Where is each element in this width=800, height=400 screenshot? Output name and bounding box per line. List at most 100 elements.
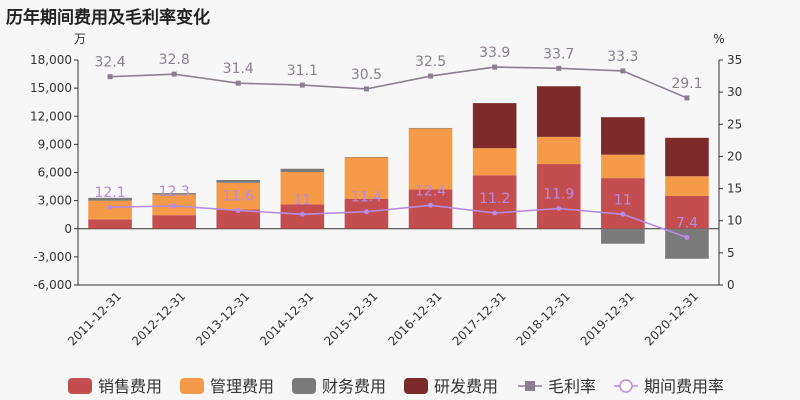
gross-margin-point: [492, 64, 498, 70]
gross-margin-label: 32.8: [159, 52, 190, 68]
gross-margin-point: [620, 68, 626, 74]
x-tick-label: 2013-12-31: [193, 289, 252, 348]
x-tick-label: 2019-12-31: [578, 289, 637, 348]
x-tick-label: 2012-12-31: [129, 289, 188, 348]
axes: 18,000 15,000 12,000 9,000 6,000 3,000 0 -3,000…: [30, 53, 742, 292]
expense-ratio-label: 12.1: [94, 185, 125, 201]
gross-margin-label: 33.9: [479, 45, 510, 61]
admin-expense-bar: [280, 172, 325, 205]
left-tick-label: 18,000: [30, 53, 72, 67]
admin-expense-bar: [472, 148, 517, 176]
right-tick-label: 0: [727, 278, 735, 292]
gross-margin-label: 32.5: [415, 54, 446, 70]
expense-ratio-label: 11.6: [223, 188, 254, 204]
expense-ratio-point: [363, 209, 369, 215]
legend-label: 研发费用: [434, 377, 498, 396]
sales-expense-bar: [536, 164, 581, 229]
bar-series: [88, 86, 709, 259]
gross-margin-point: [684, 95, 690, 101]
x-tick-label: 2016-12-31: [385, 289, 444, 348]
expense-ratio-point: [107, 204, 113, 210]
finance-expense-bar: [344, 157, 389, 158]
gross-margin-label: 31.4: [223, 61, 254, 77]
left-tick-label: -3,000: [33, 250, 72, 264]
left-axis-unit: 万: [74, 32, 86, 46]
legend: 销售费用 管理费用 财务费用 研发费用 毛利率 期间费用率: [68, 377, 724, 396]
expense-ratio-point: [428, 202, 434, 208]
finance-expense-bar: [665, 228, 709, 259]
expense-ratio-label: 11.4: [351, 190, 382, 206]
expense-ratio-label: 11.9: [543, 187, 574, 203]
gross-margin-label: 33.7: [543, 46, 574, 62]
legend-swatch: [68, 378, 92, 394]
expense-ratio-point: [171, 203, 177, 209]
right-tick-label: 15: [727, 182, 742, 196]
admin-expense-bar: [344, 157, 389, 199]
rnd-expense-bar: [601, 117, 645, 155]
line-series: 32.4 32.8 31.4 31.1 30.5 32.5 33.9 33.7 33.3 29.1…: [94, 45, 703, 240]
legend-swatch: [292, 378, 316, 394]
expense-ratio-label: 12.4: [415, 183, 446, 199]
gross-margin-point: [363, 86, 369, 92]
admin-expense-bar: [536, 136, 581, 165]
expense-ratio-label: 12.3: [159, 184, 190, 200]
legend-swatch: [404, 378, 428, 394]
finance-expense-bar: [152, 193, 196, 195]
sales-expense-bar: [216, 209, 261, 229]
expense-ratio-label: 11: [614, 192, 632, 208]
right-tick-label: 35: [727, 53, 742, 67]
legend-label: 毛利率: [548, 377, 596, 396]
sales-expense-bar: [152, 215, 196, 229]
gross-margin-label: 33.3: [607, 49, 638, 65]
gross-margin-label: 29.1: [671, 76, 702, 92]
sales-expense-bar: [88, 219, 132, 229]
left-tick-label: -6,000: [33, 278, 72, 292]
expense-ratio-point: [492, 210, 498, 216]
rnd-expense-bar: [472, 103, 517, 149]
right-axis-unit: %: [713, 32, 724, 46]
left-tick-label: 6,000: [38, 166, 72, 180]
sales-expense-bar: [472, 175, 517, 229]
finance-expense-bar: [216, 180, 261, 183]
admin-expense-bar: [216, 182, 261, 210]
admin-expense-bar: [601, 154, 645, 179]
gross-margin-line: [110, 66, 688, 99]
expense-ratio-label: 7.4: [676, 215, 698, 231]
gross-margin-point: [428, 73, 434, 79]
rnd-expense-bar: [665, 137, 709, 177]
x-axis-labels: 2011-12-31 2012-12-31 2013-12-31 2014-12-31…: [65, 289, 701, 348]
gross-margin-point: [556, 65, 562, 71]
gross-margin-point: [107, 74, 113, 80]
right-tick-label: 30: [727, 85, 742, 99]
expense-ratio-line: [110, 204, 688, 239]
left-tick-label: 0: [64, 222, 72, 236]
admin-expense-bar: [88, 200, 132, 220]
x-tick-label: 2011-12-31: [65, 289, 124, 348]
rnd-expense-bar: [536, 86, 581, 137]
admin-expense-bar: [665, 176, 709, 196]
legend-swatch: [180, 378, 204, 394]
gross-margin-label: 31.1: [287, 63, 318, 79]
expense-ratio-point: [684, 234, 690, 240]
x-tick-label: 2020-12-31: [642, 289, 701, 348]
expense-ratio-point: [235, 207, 241, 213]
legend-label: 期间费用率: [644, 377, 724, 396]
left-tick-label: 9,000: [38, 137, 72, 151]
legend-swatch-marker: [619, 379, 633, 393]
legend-label: 销售费用: [98, 377, 162, 396]
admin-expense-bar: [408, 128, 453, 190]
gross-margin-point: [235, 80, 241, 86]
legend-swatch-marker: [525, 381, 535, 391]
left-tick-label: 15,000: [30, 81, 72, 95]
right-tick-label: 20: [727, 149, 742, 163]
right-tick-label: 5: [727, 246, 735, 260]
finance-expense-bar: [601, 228, 645, 244]
right-tick-label: 10: [727, 214, 742, 228]
sales-expense-bar: [408, 189, 453, 229]
legend-label: 管理费用: [210, 377, 274, 396]
x-tick-label: 2015-12-31: [321, 289, 380, 348]
gross-margin-point: [171, 71, 177, 77]
expense-ratio-label: 11.2: [479, 191, 510, 207]
gross-margin-label: 32.4: [94, 55, 125, 71]
